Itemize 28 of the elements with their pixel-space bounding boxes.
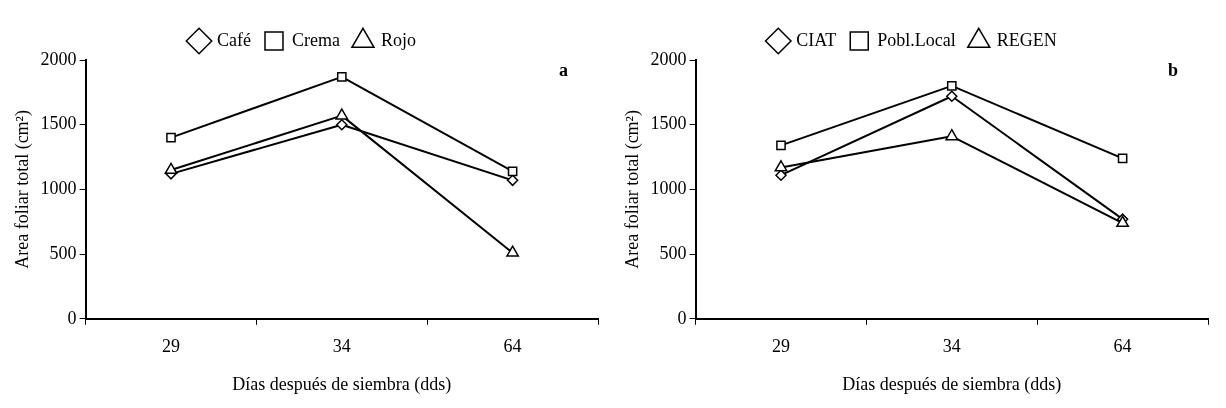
y-axis-title: Area foliar total (cm²) bbox=[11, 109, 33, 269]
y-tick-label: 1000 bbox=[650, 178, 687, 199]
y-tick-label: 0 bbox=[677, 307, 687, 328]
y-tick-label: 500 bbox=[49, 242, 77, 263]
y-tick-label: 1500 bbox=[650, 113, 687, 134]
y-tick-label: 2000 bbox=[40, 48, 77, 69]
x-tick-label: 64 bbox=[503, 336, 522, 357]
legend-label: Café bbox=[217, 29, 252, 50]
x-tick-label: 29 bbox=[162, 336, 180, 357]
y-tick-label: 500 bbox=[659, 242, 687, 263]
y-tick-label: 0 bbox=[67, 307, 77, 328]
x-tick-label: 64 bbox=[1113, 336, 1132, 357]
annotation: b bbox=[1167, 59, 1178, 80]
legend-label: REGEN bbox=[996, 29, 1057, 50]
y-tick-label: 2000 bbox=[650, 48, 687, 69]
x-tick-label: 34 bbox=[942, 336, 961, 357]
annotation: a bbox=[559, 59, 568, 80]
legend-label: Crema bbox=[292, 29, 340, 50]
y-axis-title: Area foliar total (cm²) bbox=[621, 109, 643, 269]
x-tick-label: 29 bbox=[772, 336, 790, 357]
x-axis-title: Días después de siembra (dds) bbox=[842, 373, 1062, 395]
x-tick-label: 34 bbox=[332, 336, 351, 357]
x-axis-title: Días después de siembra (dds) bbox=[232, 373, 452, 395]
y-tick-label: 1500 bbox=[40, 113, 77, 134]
legend-label: Rojo bbox=[380, 29, 416, 50]
legend-label: Pobl.Local bbox=[877, 29, 956, 50]
legend-label: CIAT bbox=[796, 29, 837, 50]
y-tick-label: 1000 bbox=[40, 178, 77, 199]
